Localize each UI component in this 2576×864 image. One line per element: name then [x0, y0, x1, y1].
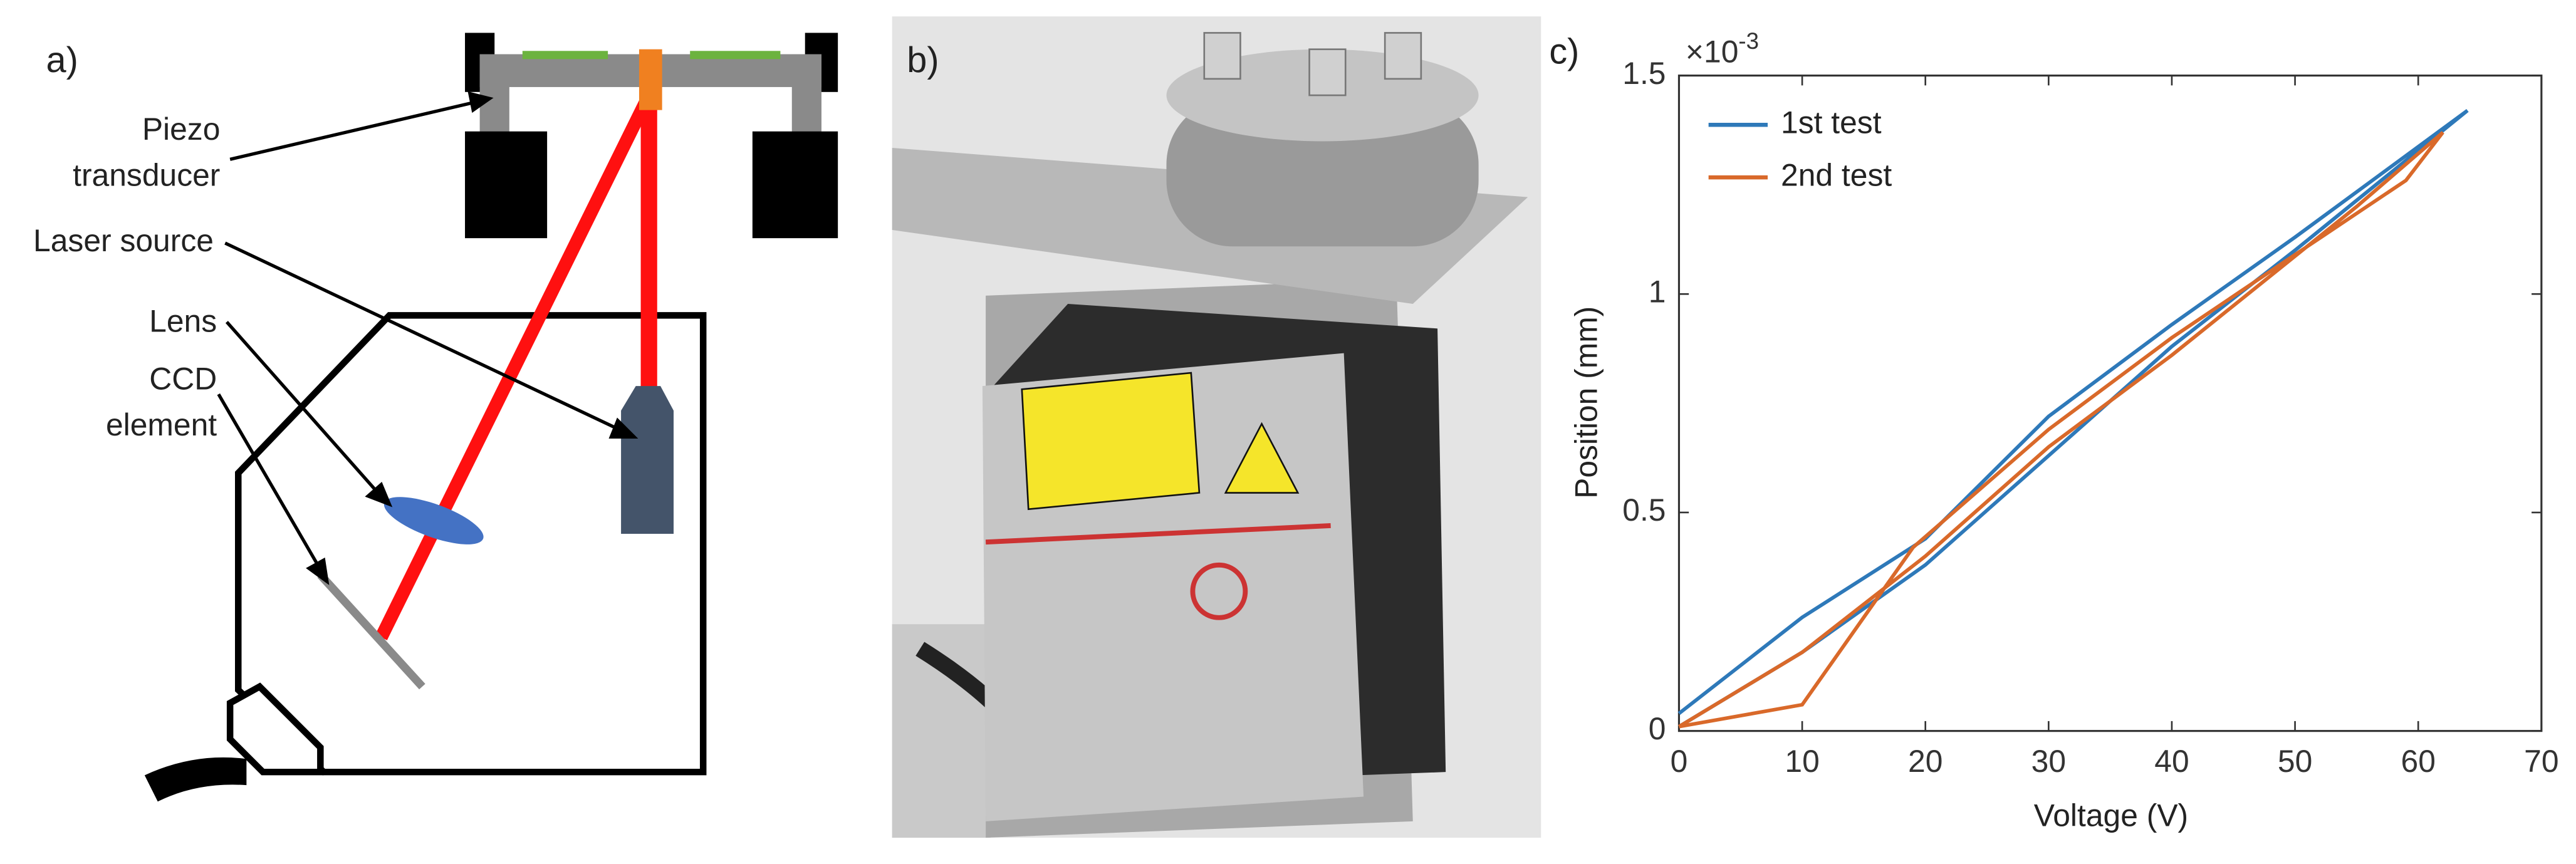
- schematic: a) Piezo transducer Laser source Lens CCD ele…: [33, 33, 838, 802]
- piezo-element: [690, 51, 781, 60]
- plot-frame: [1677, 75, 2543, 732]
- diagram-label: Piezo: [142, 112, 221, 147]
- laser-sign: [1224, 422, 1300, 494]
- x-tick-label: 0: [1671, 744, 1688, 779]
- series-line: [1677, 109, 2469, 729]
- piezo-element: [522, 51, 608, 60]
- support: [752, 131, 838, 239]
- x-tick-label: 50: [2278, 744, 2312, 779]
- bolt: [1384, 32, 1422, 80]
- x-axis-label: Voltage (V): [2034, 798, 2188, 833]
- mount: [1166, 98, 1479, 247]
- lens: [383, 497, 484, 544]
- legend-label: 1st test: [1781, 105, 1882, 140]
- diagram-label: CCD: [149, 361, 217, 396]
- arrows: [217, 91, 639, 585]
- exponent-power: -3: [1738, 28, 1759, 54]
- y-tick-label: 0.5: [1622, 492, 1666, 528]
- x-tick-label: 60: [2401, 744, 2436, 779]
- y-tick-label: 0: [1649, 711, 1666, 746]
- x-tick-label: 40: [2154, 744, 2189, 779]
- y-axis-label: Position (mm): [1568, 306, 1603, 499]
- diagram-label: transducer: [73, 157, 220, 192]
- panel-label: b): [907, 40, 939, 80]
- support: [465, 131, 548, 239]
- diagram-label: Laser source: [33, 223, 214, 258]
- laser-source: [621, 386, 674, 534]
- bolt: [1203, 32, 1241, 80]
- x-tick-label: 30: [2031, 744, 2066, 779]
- chart: c) Voltage (V) Position (mm) ×10-3 0 10 20…: [1549, 28, 2558, 833]
- panel-label: c): [1549, 32, 1579, 72]
- stripe: [985, 523, 1331, 545]
- series-line: [1677, 131, 2444, 729]
- legend-label: 2nd test: [1781, 157, 1892, 192]
- reflected-beam: [375, 98, 652, 640]
- diagram-label: element: [106, 407, 217, 442]
- exponent-base: ×10: [1686, 34, 1738, 70]
- warning-label: [1021, 372, 1201, 511]
- target: [639, 49, 662, 110]
- panel-label: a): [46, 40, 78, 80]
- axis-exponent: ×10-3: [1686, 28, 1759, 70]
- y-tick-label: 1: [1649, 274, 1666, 309]
- diagram-label: Lens: [149, 304, 217, 339]
- bolt: [1308, 48, 1347, 96]
- x-tick-label: 20: [1908, 744, 1942, 779]
- housing-foot: [226, 682, 324, 776]
- photo: b): [892, 16, 1541, 838]
- x-tick-label: 10: [1785, 744, 1819, 779]
- cable: [144, 757, 247, 802]
- y-tick-label: 1.5: [1622, 56, 1666, 91]
- logo: [1190, 562, 1248, 620]
- x-tick-label: 70: [2524, 744, 2558, 779]
- ccd: [317, 572, 425, 690]
